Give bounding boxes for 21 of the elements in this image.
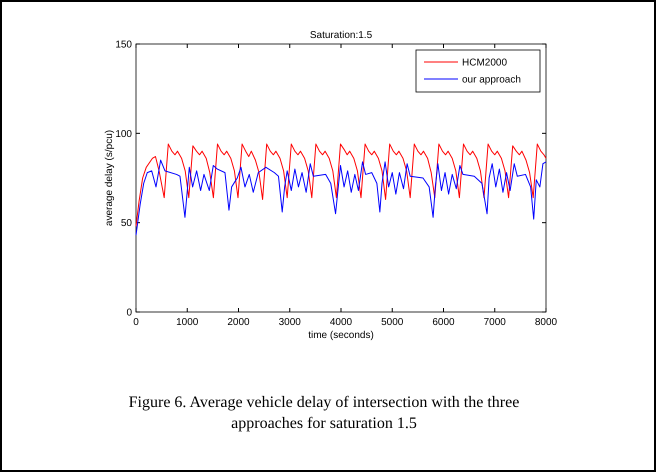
y-tick-label: 0: [126, 308, 132, 318]
x-axis-title: time (seconds): [308, 330, 374, 341]
x-tick-label: 7000: [484, 317, 506, 328]
x-tick-label: 0: [133, 317, 140, 328]
caption: Figure 6. Average vehicle delay of intersection with the three approaches for saturation 1.5: [128, 394, 520, 432]
line-series: [136, 144, 546, 227]
x-tick-label: 5000: [381, 317, 404, 328]
legend-label: HCM2000: [462, 58, 508, 68]
y-axis-title: average delay (s/pcu): [104, 130, 115, 226]
x-tick-label: 2000: [227, 317, 250, 328]
x-tick-label: 8000: [534, 317, 558, 328]
chart-title: Saturation:1.5: [310, 30, 373, 41]
y-tick-label: 100: [115, 128, 132, 140]
x-tick-label: 1000: [176, 317, 199, 328]
x-tick-label: 3000: [278, 317, 302, 328]
x-tick-label: 6000: [432, 317, 456, 328]
x-tick-label: 4000: [330, 317, 353, 328]
y-tick-label: 50: [120, 218, 132, 230]
line-series: [136, 160, 546, 236]
y-tick-label: 150: [115, 40, 132, 50]
legend-label: our approach: [462, 74, 521, 86]
